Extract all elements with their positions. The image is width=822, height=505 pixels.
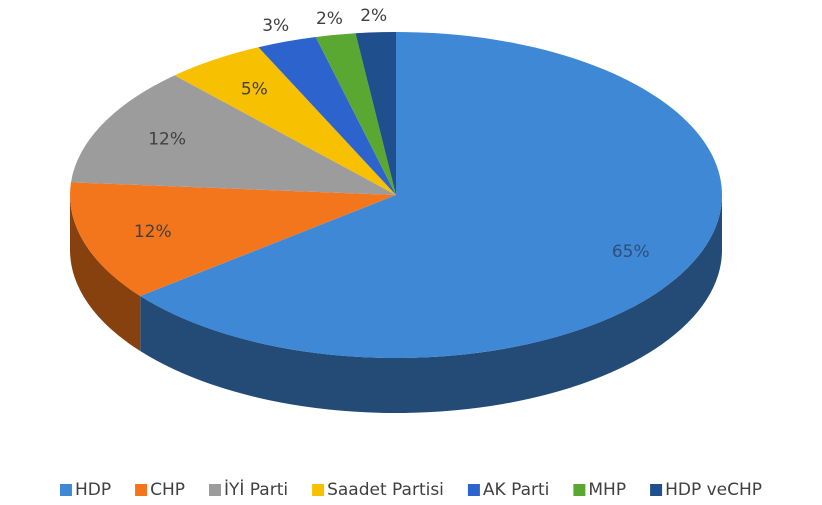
data-label: 3% xyxy=(262,16,289,36)
legend-label: AK Parti xyxy=(483,480,549,500)
slice xyxy=(258,37,396,195)
slice xyxy=(140,32,722,358)
data-label: 2% xyxy=(360,6,387,26)
slice-side xyxy=(140,195,722,413)
slice xyxy=(69,182,396,297)
legend-label: Saadet Partisi xyxy=(327,480,444,500)
slice xyxy=(315,33,396,195)
data-label: 12% xyxy=(148,130,186,150)
legend-marker xyxy=(573,484,586,496)
data-label: 5% xyxy=(241,79,268,99)
slice xyxy=(355,32,396,195)
legend-marker xyxy=(135,484,148,496)
legend-marker xyxy=(467,484,480,496)
legend-label: İYİ Parti xyxy=(224,479,288,500)
legend-label: MHP xyxy=(588,480,626,500)
legend-marker xyxy=(208,484,221,496)
legend-marker xyxy=(312,484,325,496)
legend-label: CHP xyxy=(150,480,185,500)
slice xyxy=(174,47,396,195)
legend-label: HDP xyxy=(75,480,111,500)
legend-marker xyxy=(650,484,663,496)
data-label: 2% xyxy=(316,9,343,29)
legend-marker xyxy=(59,484,72,496)
slice-side xyxy=(70,195,141,352)
slice xyxy=(70,75,396,195)
legend-label: HDP veCHP xyxy=(665,480,762,500)
data-label: 65% xyxy=(612,242,650,262)
data-label: 12% xyxy=(134,222,172,242)
legend: HDP CHP İYİ Parti Saadet Partisi AK Parti MHP… xyxy=(59,479,762,500)
